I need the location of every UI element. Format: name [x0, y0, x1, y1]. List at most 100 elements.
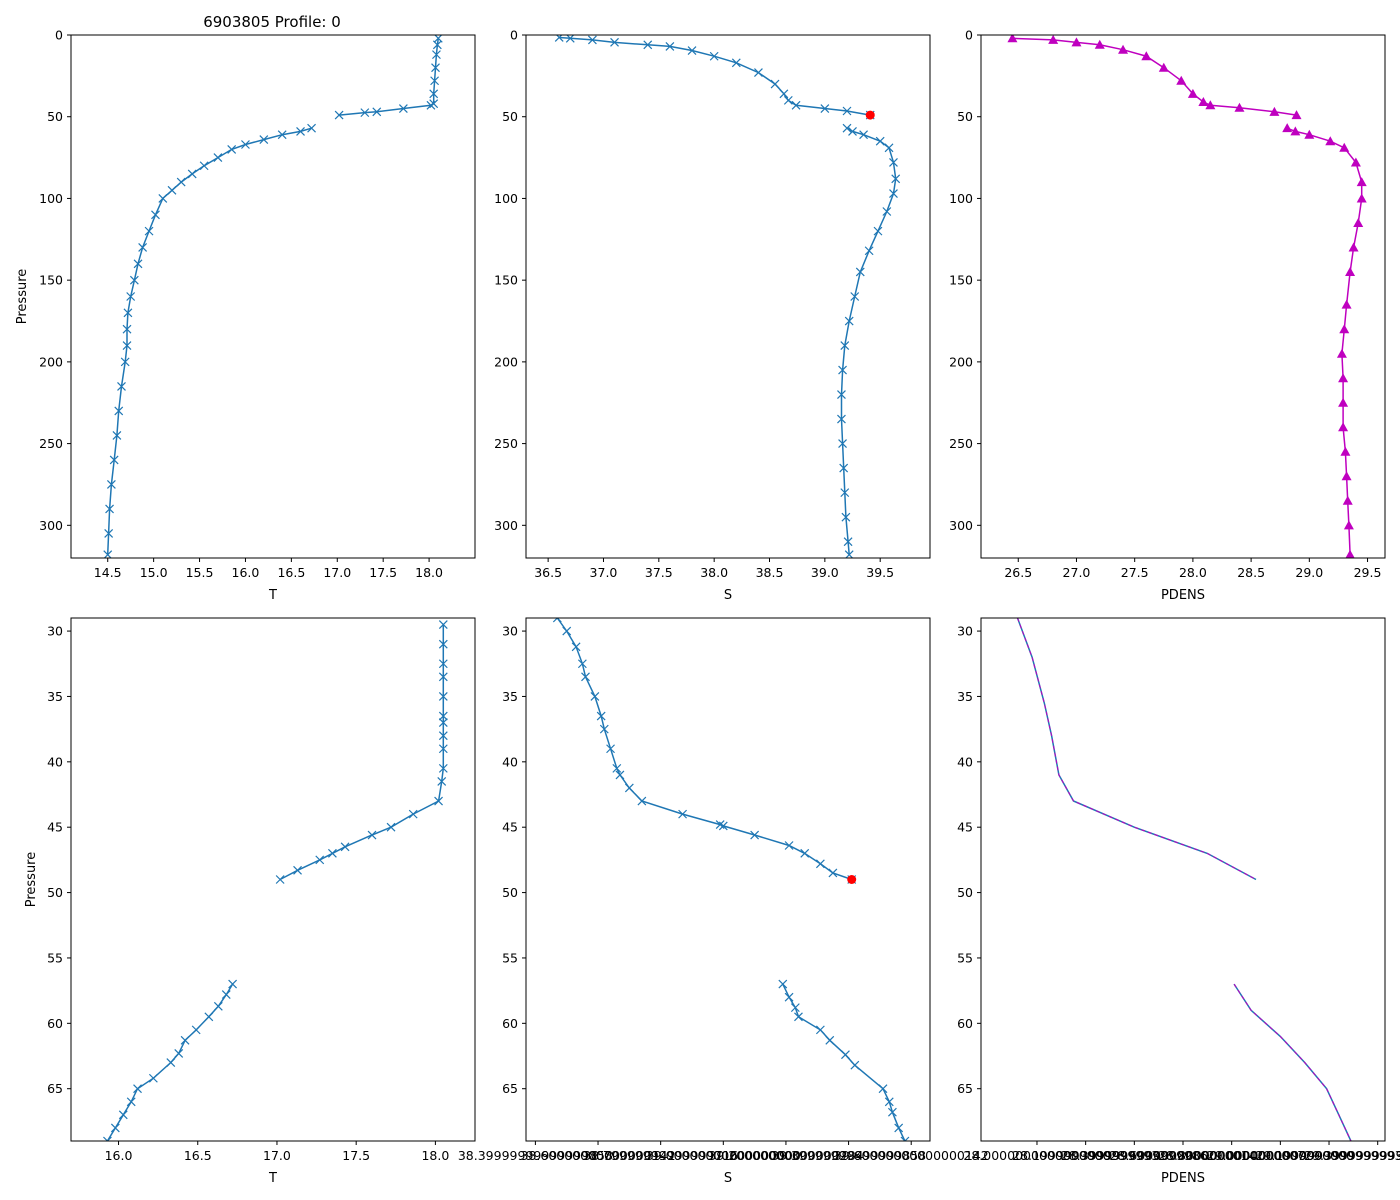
series-line: [1233, 983, 1352, 1141]
y-tick-label: 0: [55, 28, 63, 43]
x-tick-label: 39.0: [811, 565, 839, 580]
data-point: [1353, 217, 1364, 227]
data-point: [114, 406, 124, 416]
data-point: [438, 731, 448, 741]
data-point: [151, 210, 160, 220]
x-tick-label: 14.5: [94, 565, 122, 580]
data-point: [891, 174, 901, 184]
axes-frame: [70, 617, 476, 1142]
y-tick-label: 50: [47, 109, 63, 124]
data-point: [199, 161, 209, 171]
data-point: [791, 100, 801, 110]
x-tick-label: 17.0: [263, 1148, 291, 1163]
y-tick-label: 50: [47, 885, 63, 900]
x-tick-label: 36.5: [534, 565, 562, 580]
y-tick-label: 30: [47, 624, 63, 639]
data-point: [844, 550, 854, 558]
data-point: [277, 130, 287, 140]
y-tick-label: 40: [502, 754, 518, 769]
data-point: [1118, 44, 1129, 54]
data-point: [715, 820, 725, 830]
x-tick-label: 39.5: [866, 565, 894, 580]
data-point: [204, 1012, 214, 1022]
y-axis-label: Pressure: [15, 269, 30, 325]
data-point: [882, 207, 892, 216]
data-point: [778, 979, 788, 989]
data-point: [228, 979, 238, 989]
y-tick-label: 55: [47, 950, 63, 965]
x-tick-label: 27.5: [1121, 565, 1149, 580]
data-point: [431, 63, 440, 73]
data-point: [1342, 495, 1353, 505]
data-point: [1071, 37, 1082, 47]
plot-area: [554, 35, 901, 558]
data-point: [213, 1001, 223, 1011]
data-point: [1094, 39, 1105, 49]
y-tick-label: 150: [494, 273, 518, 288]
data-point: [144, 226, 154, 236]
data-point: [126, 292, 136, 301]
data-point: [327, 848, 337, 858]
data-point: [596, 711, 606, 721]
data-point: [794, 1012, 803, 1022]
data-point: [1341, 471, 1352, 481]
x-tick-label: 28.0000000000000000: [963, 1148, 1110, 1163]
data-point: [434, 796, 443, 806]
x-tick-label: 28.5: [1237, 565, 1265, 580]
data-point: [848, 127, 857, 136]
plot-area: [1016, 618, 1352, 1141]
figure-title: 6903805 Profile: 0: [203, 13, 341, 31]
y-tick-label: 100: [494, 191, 518, 206]
series-line: [1016, 618, 1257, 881]
data-point: [599, 724, 609, 734]
data-point: [227, 144, 237, 154]
data-point: [106, 480, 116, 489]
data-point: [590, 692, 600, 701]
data-point: [1048, 35, 1059, 44]
data-point: [612, 763, 622, 773]
y-tick-label: 45: [957, 820, 973, 835]
data-point: [859, 130, 869, 140]
series-line: [840, 127, 897, 555]
y-tick-label: 250: [494, 436, 518, 451]
x-tick-label: 38.5: [756, 565, 784, 580]
x-tick-label: 39.39999999999999858: [771, 1148, 926, 1163]
data-point: [1356, 177, 1367, 187]
data-point: [610, 37, 619, 47]
data-point: [839, 463, 849, 473]
data-point: [1338, 373, 1349, 383]
data-point: [112, 430, 122, 440]
data-point: [438, 620, 448, 629]
data-point: [117, 381, 126, 391]
y-tick-label: 200: [494, 354, 518, 369]
data-point: [437, 777, 447, 786]
data-point: [120, 357, 130, 367]
data-point: [367, 830, 377, 840]
x-tick-label: 37.5: [645, 565, 673, 580]
data-point: [842, 106, 852, 116]
data-point: [562, 626, 572, 636]
data-point: [565, 35, 575, 43]
data-point: [129, 275, 139, 285]
panel-S_zoom: 38.3999999999999985838.60000000000000142…: [458, 617, 989, 1186]
series-line: [339, 38, 440, 116]
data-point: [1340, 446, 1351, 456]
data-point: [837, 390, 846, 399]
y-tick-label: 60: [957, 1016, 973, 1031]
data-point: [750, 830, 760, 840]
x-tick-label: 16.5: [277, 565, 305, 580]
y-tick-label: 250: [949, 436, 973, 451]
data-point: [884, 143, 894, 153]
data-point: [875, 136, 885, 146]
y-tick-label: 150: [949, 273, 973, 288]
y-tick-label: 60: [47, 1016, 63, 1031]
data-point: [334, 110, 344, 120]
data-point: [438, 639, 448, 649]
y-tick-label: 45: [502, 820, 518, 835]
data-point: [122, 341, 132, 350]
data-point: [1343, 520, 1354, 530]
data-point: [438, 744, 448, 754]
data-point: [900, 1136, 910, 1141]
data-point: [1339, 142, 1350, 152]
series-line: [556, 618, 852, 881]
